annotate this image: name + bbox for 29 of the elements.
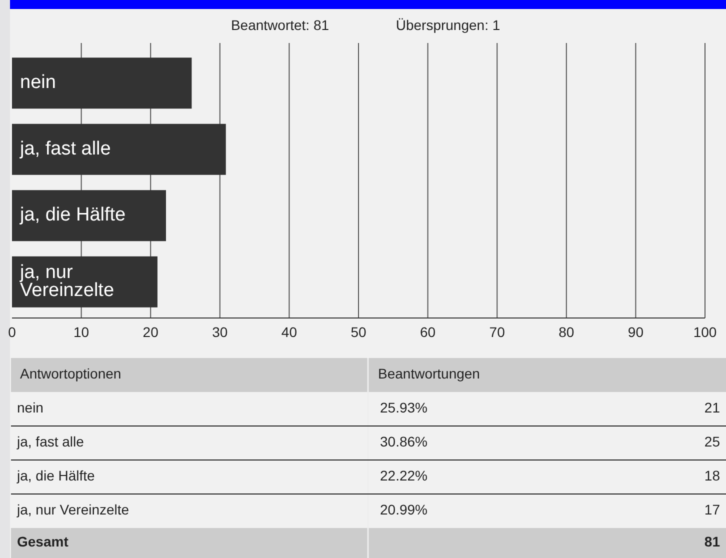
text: Beantwortet: 81 xyxy=(230,17,330,33)
text: Übersprungen: 1 xyxy=(396,17,500,33)
x-tick-label: 90 xyxy=(628,324,644,340)
x-tick-label: 100 xyxy=(693,324,717,340)
x-tick-label: 40 xyxy=(281,324,298,340)
x-tick-label: 70 xyxy=(489,324,506,340)
x-tick-label: 0 xyxy=(8,324,16,340)
y-tick-label: ja, fast alle xyxy=(19,138,111,160)
x-tick-label: 30 xyxy=(212,324,228,340)
text: 25.93% xyxy=(380,400,428,416)
y-tick-label: ja, nur Vereinzelte xyxy=(19,262,114,301)
y-tick-label: ja, die Hälfte xyxy=(19,204,126,226)
text: 20.99% xyxy=(380,502,428,518)
x-tick-label: 80 xyxy=(558,324,574,340)
text: Gesamt xyxy=(17,534,69,550)
text: 21 xyxy=(704,400,720,416)
x-tick-label: 20 xyxy=(142,324,159,340)
text: 25 xyxy=(704,434,720,450)
text: Antwortoptionen xyxy=(20,366,122,382)
text: 18 xyxy=(704,468,720,484)
y-tick-label: nein xyxy=(20,72,56,94)
x-tick-label: 10 xyxy=(74,324,90,340)
x-tick-label: 50 xyxy=(350,324,366,340)
text: Beantwortungen xyxy=(378,366,480,382)
text: 81 xyxy=(704,534,720,550)
text: 30.86% xyxy=(380,434,428,450)
text: 17 xyxy=(704,502,720,518)
x-tick-label: 60 xyxy=(420,324,436,340)
text: 22.22% xyxy=(380,468,428,484)
